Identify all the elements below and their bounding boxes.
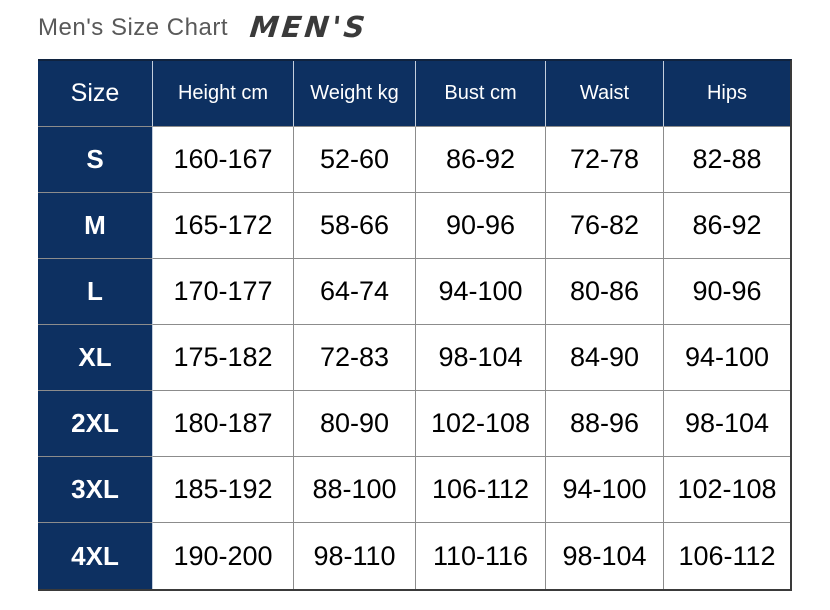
table-cell: 72-83 [294, 325, 416, 391]
size-label-m: M [38, 193, 153, 259]
table-cell: 170-177 [153, 259, 294, 325]
table-cell: 98-110 [294, 523, 416, 589]
page-title: Men's Size Chart [38, 14, 228, 41]
size-label-2xl: 2XL [38, 391, 153, 457]
size-label-xl: XL [38, 325, 153, 391]
size-chart-table: Size Height cm Weight kg Bust cm Waist Hips S 1… [38, 59, 792, 591]
column-header-size: Size [38, 61, 153, 127]
table-cell: 86-92 [416, 127, 546, 193]
table-cell: 165-172 [153, 193, 294, 259]
table-cell: 180-187 [153, 391, 294, 457]
table-cell: 88-96 [546, 391, 664, 457]
table-cell: 160-167 [153, 127, 294, 193]
table-cell: 82-88 [664, 127, 790, 193]
size-label-3xl: 3XL [38, 457, 153, 523]
size-label-4xl: 4XL [38, 523, 153, 589]
table-cell: 90-96 [416, 193, 546, 259]
table-cell: 88-100 [294, 457, 416, 523]
brand-logo: MEN'S [248, 10, 370, 44]
table-cell: 86-92 [664, 193, 790, 259]
table-cell: 72-78 [546, 127, 664, 193]
table-cell: 102-108 [664, 457, 790, 523]
table-cell: 98-104 [664, 391, 790, 457]
table-cell: 190-200 [153, 523, 294, 589]
size-label-l: L [38, 259, 153, 325]
table-cell: 94-100 [416, 259, 546, 325]
column-header-hips: Hips [664, 61, 790, 127]
table-cell: 64-74 [294, 259, 416, 325]
table-cell: 52-60 [294, 127, 416, 193]
column-header-weight-kg: Weight kg [294, 61, 416, 127]
table-cell: 98-104 [416, 325, 546, 391]
column-header-waist: Waist [546, 61, 664, 127]
table-cell: 106-112 [664, 523, 790, 589]
table-cell: 80-90 [294, 391, 416, 457]
table-cell: 84-90 [546, 325, 664, 391]
column-header-bust-cm: Bust cm [416, 61, 546, 127]
table-cell: 80-86 [546, 259, 664, 325]
table-cell: 110-116 [416, 523, 546, 589]
table-cell: 94-100 [664, 325, 790, 391]
table-cell: 102-108 [416, 391, 546, 457]
table-cell: 90-96 [664, 259, 790, 325]
size-label-s: S [38, 127, 153, 193]
table-cell: 76-82 [546, 193, 664, 259]
table-cell: 175-182 [153, 325, 294, 391]
table-cell: 185-192 [153, 457, 294, 523]
table-cell: 98-104 [546, 523, 664, 589]
column-header-height-cm: Height cm [153, 61, 294, 127]
table-cell: 94-100 [546, 457, 664, 523]
table-cell: 58-66 [294, 193, 416, 259]
table-cell: 106-112 [416, 457, 546, 523]
